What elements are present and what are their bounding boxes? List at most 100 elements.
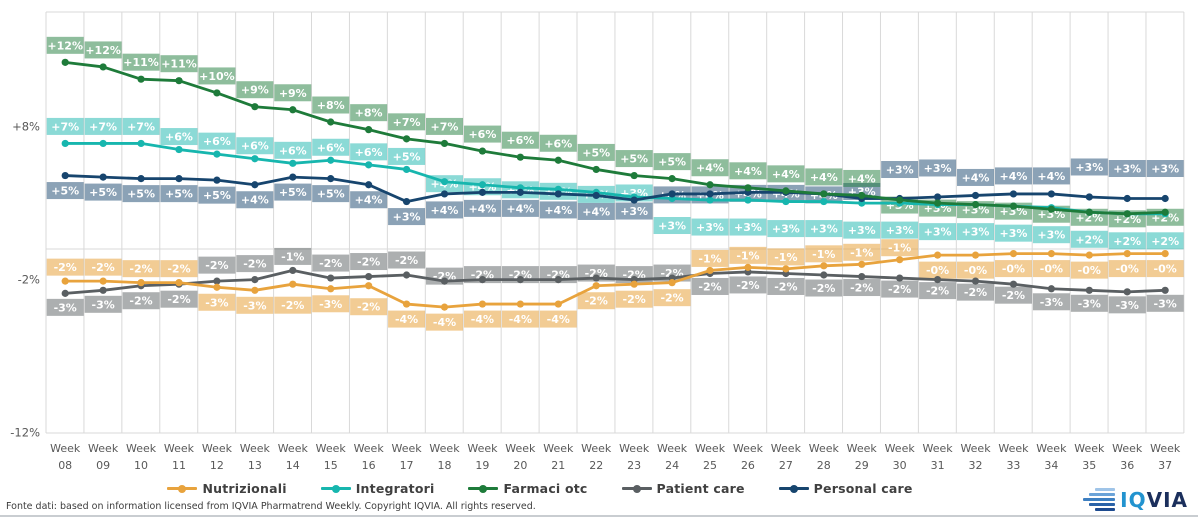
data-label-value: -3% [1154, 297, 1177, 310]
data-label-value: -2% [585, 295, 608, 308]
x-tick-week-word: Week [126, 442, 157, 455]
data-label-box [501, 199, 539, 217]
x-tick-week-word: Week [278, 442, 309, 455]
data-label-box [160, 290, 198, 308]
legend-item-nutrizionali: Nutrizionali [167, 481, 286, 496]
x-tick-week-number: 28 [817, 459, 831, 472]
data-label-value: +5% [165, 188, 193, 201]
series-line [65, 269, 1166, 295]
data-label-box [236, 296, 274, 314]
data-point [365, 181, 373, 189]
data-label-box [274, 141, 312, 159]
x-tick-week-word: Week [354, 442, 385, 455]
data-label-box [350, 253, 388, 271]
data-label-box [767, 165, 805, 183]
x-tick-week-number: 18 [438, 459, 452, 472]
data-label-box [274, 183, 312, 201]
legend-item-farmaci-otc: Farmaci otc [468, 481, 587, 496]
legend-dot-icon [331, 484, 340, 493]
x-tick-week-number: 20 [513, 459, 527, 472]
data-label-value: +3% [999, 205, 1027, 218]
data-point [1085, 286, 1093, 294]
data-point [99, 139, 107, 148]
data-point [554, 300, 562, 308]
data-label-value: -2% [585, 267, 608, 280]
data-label-value: +4% [431, 204, 459, 217]
data-label-box [1070, 294, 1108, 312]
data-label-value: -3% [243, 299, 266, 312]
series-line [65, 252, 1166, 309]
data-label-value: +5% [127, 188, 155, 201]
data-label-value: +5% [51, 185, 79, 198]
data-point [478, 147, 487, 155]
data-label-value: -2% [812, 282, 835, 295]
data-label-value: +6% [544, 137, 572, 150]
data-label-value: +4% [772, 168, 800, 181]
data-point [99, 277, 107, 285]
data-label-value: +5% [620, 153, 648, 166]
x-tick-week-number: 14 [286, 459, 300, 472]
data-point [365, 272, 373, 281]
legend-item-integratori: Integratori [320, 481, 435, 496]
data-label-value: +6% [468, 128, 496, 141]
x-tick-week-word: Week [202, 442, 233, 455]
data-point [251, 181, 259, 189]
data-label-value: -1% [888, 242, 911, 255]
data-label-value: +4% [696, 162, 724, 175]
data-label-value: +2% [1075, 233, 1103, 246]
x-tick-week-word: Week [164, 442, 195, 455]
data-point [706, 196, 714, 204]
data-label-box [46, 117, 84, 135]
data-label-value: +6% [355, 146, 383, 159]
data-point [402, 271, 411, 279]
data-label-value: -3% [92, 298, 115, 311]
data-label-value: -3% [54, 301, 77, 314]
data-label-value: -2% [698, 280, 721, 293]
data-label-box [388, 208, 426, 226]
data-label-value: +3% [962, 204, 990, 217]
data-point [289, 266, 297, 275]
x-tick-week-number: 11 [172, 459, 186, 472]
data-point [327, 156, 335, 164]
data-label-value: -2% [129, 263, 152, 276]
x-tick-week-number: 32 [969, 459, 983, 472]
data-label-box [881, 280, 919, 298]
x-tick-week-word: Week [847, 442, 878, 455]
data-label-box [312, 96, 350, 114]
iqvia-logo: IQVIA [1083, 488, 1188, 511]
data-point [554, 156, 562, 164]
data-label-value: -4% [395, 313, 418, 326]
x-tick-week-word: Week [657, 442, 688, 455]
data-label-box [501, 310, 539, 328]
x-tick-week-number: 36 [1120, 459, 1134, 472]
data-label-value: +9% [241, 84, 269, 97]
data-point [668, 279, 676, 287]
x-tick-week-word: Week [733, 442, 764, 455]
data-label-box [1108, 160, 1146, 178]
data-label-box [805, 168, 843, 186]
data-point [820, 190, 828, 198]
data-point [99, 173, 107, 181]
data-label-box [881, 221, 919, 239]
data-label-value: +4% [241, 194, 269, 207]
data-label-box [653, 217, 691, 235]
data-point [402, 165, 411, 174]
data-point [1123, 194, 1131, 203]
data-label-value: +3% [696, 221, 724, 234]
x-tick-week-word: Week [467, 442, 498, 455]
legend-line-marker-icon [621, 484, 652, 493]
y-tick-label: -2% [18, 273, 40, 287]
legend-item-personal-care: Personal care [778, 481, 913, 496]
data-label-box [843, 169, 881, 187]
data-label-box [805, 245, 843, 263]
data-point [1161, 194, 1169, 203]
data-label-value: -1% [281, 250, 304, 263]
data-label-box [919, 261, 957, 279]
data-label-value: +4% [1037, 170, 1065, 183]
data-label-box [691, 159, 729, 177]
data-label-box [729, 218, 767, 236]
data-label-value: +7% [51, 120, 79, 133]
x-tick-week-number: 29 [855, 459, 869, 472]
data-label-box [84, 117, 122, 135]
data-label-box [577, 202, 615, 220]
